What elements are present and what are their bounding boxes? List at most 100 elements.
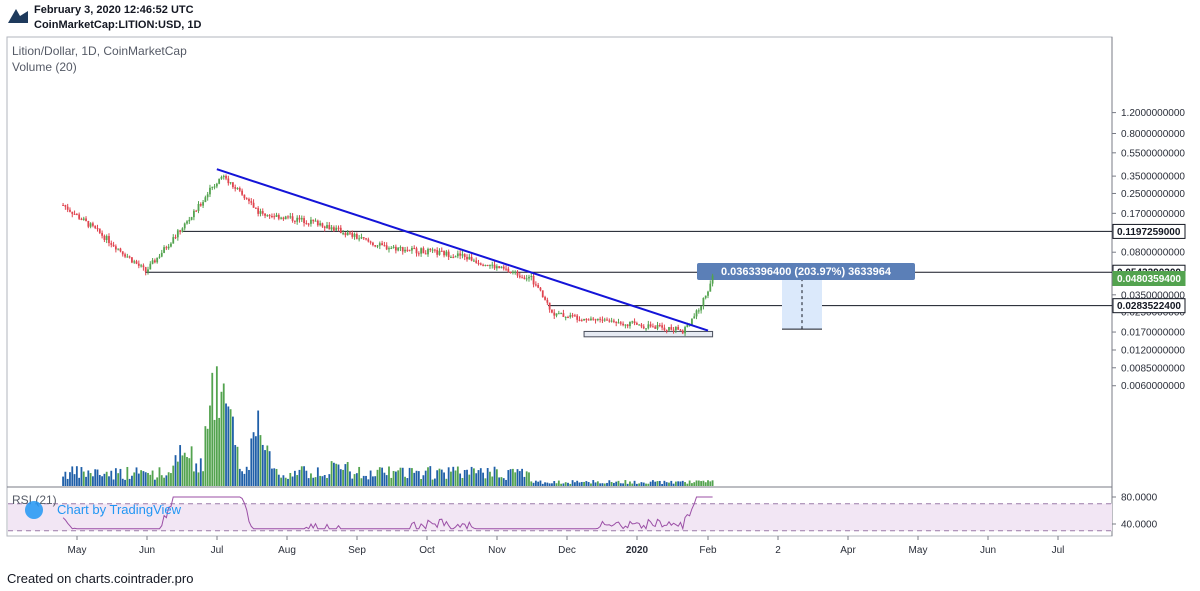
candle-body	[160, 252, 163, 257]
candle-body	[92, 223, 94, 226]
candle-body	[635, 323, 638, 325]
candle-body	[316, 220, 319, 226]
volume-bar	[372, 476, 374, 486]
volume-bar	[266, 445, 269, 486]
candle-body	[293, 220, 296, 222]
volume-bar	[624, 480, 627, 486]
volume-bar	[704, 482, 707, 486]
volume-bar	[406, 478, 409, 486]
volume-bar	[477, 470, 480, 486]
candle-body	[282, 217, 285, 220]
volume-bar	[523, 476, 526, 486]
symbol-title: CoinMarketCap:LITION:USD, 1D	[34, 19, 202, 31]
volume-bar	[429, 466, 432, 486]
candle-body	[514, 271, 517, 273]
candle-body	[539, 287, 542, 291]
candle-body	[702, 297, 705, 307]
volume-bar	[229, 409, 232, 486]
volume-bar	[610, 482, 613, 486]
volume-bar	[142, 471, 145, 486]
trendline-group[interactable]	[216, 168, 709, 332]
measure-tool[interactable]: 0.0363396400 (203.97%) 3633964	[697, 263, 915, 330]
candle-body	[378, 243, 381, 246]
candle-body	[351, 232, 354, 237]
volume-bar	[707, 480, 709, 486]
volume-bar	[62, 476, 64, 486]
candle-body	[195, 210, 198, 212]
price-tick-label: 0.0170000000	[1121, 328, 1185, 339]
candle-body	[80, 218, 83, 220]
price-tick-label: 0.5500000000	[1121, 148, 1185, 159]
volume-bar	[509, 469, 512, 486]
candle-body	[672, 329, 675, 331]
candle-body	[654, 326, 657, 329]
candle-body	[257, 208, 260, 214]
candle-body	[339, 227, 342, 234]
time-tick-label: 2	[775, 545, 781, 556]
volume-bar	[158, 467, 161, 486]
rsi-tick-label: 40.0000	[1121, 520, 1158, 531]
volume-bar	[163, 477, 165, 486]
volume-bar	[227, 406, 230, 486]
volume-bar	[66, 478, 69, 486]
volume-bar	[583, 481, 585, 486]
candle-body	[411, 247, 413, 251]
candle-body	[326, 225, 328, 229]
price-tag-box	[1112, 270, 1186, 286]
volume-bar	[245, 466, 248, 486]
candle-body	[300, 218, 303, 220]
watermark: Chart by TradingView	[25, 501, 182, 519]
volume-bar	[560, 483, 563, 486]
candle-body	[319, 223, 322, 226]
volume-bar	[156, 477, 159, 486]
rsi-band-group	[8, 503, 1112, 532]
volume-bar	[310, 473, 312, 486]
volume-bar	[649, 481, 652, 486]
volume-bar	[507, 470, 510, 486]
volume-bar	[502, 478, 505, 486]
volume-bar	[193, 471, 195, 486]
volume-bar	[101, 476, 103, 486]
price-tag-box	[1112, 223, 1186, 239]
volume-bar	[337, 464, 340, 486]
volume-bar	[450, 471, 452, 486]
volume-bar	[204, 426, 207, 486]
volume-bar	[661, 483, 663, 486]
candle-body	[234, 187, 237, 189]
volume-bar	[225, 403, 227, 486]
price-chart[interactable]: 0.0363396400 (203.97%) 3633964 1.2000000…	[0, 36, 1200, 566]
volume-bar	[635, 483, 638, 486]
volume-bar	[528, 472, 530, 486]
candle-body	[429, 248, 432, 250]
candle-body	[505, 268, 507, 270]
candle-body	[312, 219, 315, 222]
support-box-group	[583, 330, 714, 338]
candle-body	[96, 228, 99, 230]
candle-body	[355, 233, 358, 239]
candle-body	[183, 223, 186, 229]
candle-body	[346, 232, 349, 236]
candle-body	[215, 183, 218, 187]
volume-bar	[321, 476, 324, 486]
candle-body	[642, 326, 645, 329]
volume-bar	[131, 475, 133, 486]
candle-body	[388, 248, 390, 250]
volume-bar	[711, 480, 714, 486]
rsi-line-group	[62, 496, 713, 531]
candle-body	[385, 245, 388, 250]
candle-body	[555, 313, 558, 316]
volume-bar	[103, 473, 106, 486]
candle-body	[466, 256, 468, 260]
volume-bar	[335, 463, 338, 486]
candle-body	[658, 325, 661, 327]
price-tick-label: 0.0350000000	[1121, 290, 1185, 301]
candle-body	[569, 315, 572, 318]
volume-bar	[261, 444, 264, 486]
time-tick-label: Oct	[419, 545, 435, 556]
volume-bar	[555, 483, 558, 486]
volume-bar	[209, 405, 211, 486]
volume-bar	[98, 474, 101, 486]
volume-bar	[298, 469, 301, 486]
candle-body	[186, 221, 188, 224]
rsi-band	[8, 503, 1112, 531]
